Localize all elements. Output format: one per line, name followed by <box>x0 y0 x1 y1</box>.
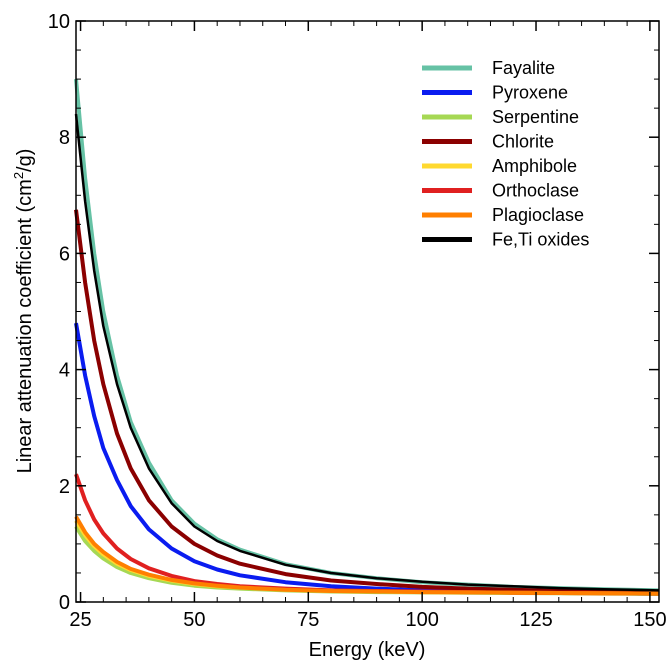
legend-label: Chlorite <box>492 132 554 152</box>
y-axis-label: Linear attenuation coefficient (cm2/g) <box>11 149 36 474</box>
legend-label: Serpentine <box>492 107 579 127</box>
legend-label: Amphibole <box>492 156 577 176</box>
legend: Fayalite Pyroxene Serpentine Chlorite Amphib… <box>422 58 589 250</box>
x-axis-label: Energy (keV) <box>309 639 426 661</box>
axis-ticks: 25 50 75 100 125 150 0 2 4 6 8 10 <box>48 11 667 631</box>
legend-label: Fe,Ti oxides <box>492 230 589 250</box>
y-tick-label: 2 <box>59 476 70 498</box>
x-tick-label: 25 <box>69 609 91 631</box>
y-axis-label-superscript: 2 <box>11 172 26 179</box>
y-tick-label: 6 <box>59 243 70 265</box>
y-tick-label: 4 <box>59 360 70 382</box>
series-lines <box>74 78 660 596</box>
legend-label: Orthoclase <box>492 181 579 201</box>
x-tick-label: 150 <box>633 609 666 631</box>
x-tick-label: 100 <box>405 609 438 631</box>
legend-label: Pyroxene <box>492 83 568 103</box>
series-line-plagioclase <box>74 515 660 596</box>
y-tick-label: 10 <box>48 11 70 33</box>
y-axis-label-main: Linear attenuation coefficient (cm <box>14 179 36 473</box>
series-line-fe-ti-oxides <box>74 113 660 592</box>
series-line-pyroxene <box>74 322 660 596</box>
x-tick-label: 75 <box>297 609 319 631</box>
x-tick-label: 50 <box>183 609 205 631</box>
y-axis-label-tail: /g) <box>14 149 36 172</box>
series-line-chlorite <box>74 209 660 595</box>
legend-label: Plagioclase <box>492 205 584 225</box>
y-tick-label: 8 <box>59 127 70 149</box>
y-tick-label: 0 <box>59 592 70 614</box>
x-tick-label: 125 <box>519 609 552 631</box>
legend-label: Fayalite <box>492 58 555 78</box>
